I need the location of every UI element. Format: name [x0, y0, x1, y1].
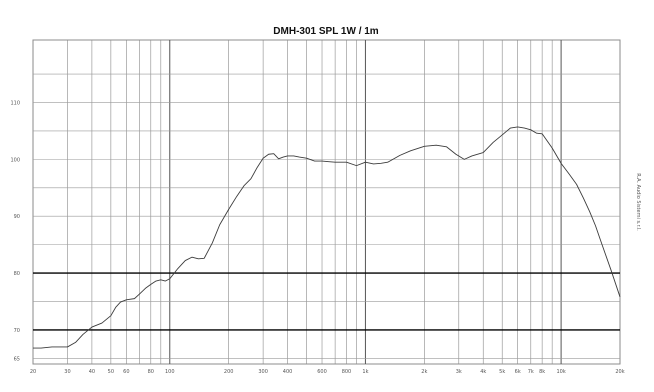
y-tick-label: 110 [10, 101, 20, 107]
x-tick-label: 40 [89, 369, 95, 375]
x-tick-label: 50 [108, 369, 114, 375]
x-tick-label: 20k [615, 369, 624, 375]
horizontal-gridlines [33, 73, 620, 359]
x-tick-label: 6k [515, 369, 521, 375]
x-tick-label: 800 [342, 369, 352, 375]
chart-title: DMH-301 SPL 1W / 1m [273, 26, 379, 37]
vertical-gridlines [32, 40, 621, 364]
y-tick-label: 80 [14, 271, 20, 277]
x-tick-label: 80 [148, 369, 154, 375]
x-tick-labels: 20 30 40 50 60 80 100 200 300 400 600 800 1k 2k 3k 4k 5k… [30, 369, 625, 375]
x-tick-label: 10k [556, 369, 565, 375]
x-tick-label: 3k [456, 369, 462, 375]
x-tick-label: 8k [539, 369, 545, 375]
x-tick-label: 2k [421, 369, 427, 375]
x-tick-label: 400 [283, 369, 293, 375]
x-tick-label: 20 [30, 369, 36, 375]
series-group [33, 126, 621, 349]
y-tick-label: 70 [14, 328, 20, 334]
x-tick-label: 100 [165, 369, 175, 375]
x-tick-label: 30 [64, 369, 70, 375]
y-tick-labels: 65 70 80 90 100 110 [10, 101, 20, 363]
x-tick-label: 5k [499, 369, 505, 375]
y-tick-label: 90 [14, 214, 20, 220]
x-tick-label: 60 [123, 369, 129, 375]
right-side-note: R.A. Audio Sistemi s.r.l. [635, 173, 641, 231]
plot-area [32, 39, 621, 365]
x-tick-label: 1k [362, 369, 368, 375]
x-tick-label: 4k [480, 369, 486, 375]
x-tick-label: 600 [317, 369, 327, 375]
x-tick-label: 7k [528, 369, 534, 375]
x-tick-label: 300 [258, 369, 268, 375]
x-tick-label: 200 [224, 369, 234, 375]
y-tick-label: 65 [14, 356, 20, 362]
y-tick-label: 100 [10, 157, 20, 163]
spl-curve [33, 126, 621, 349]
